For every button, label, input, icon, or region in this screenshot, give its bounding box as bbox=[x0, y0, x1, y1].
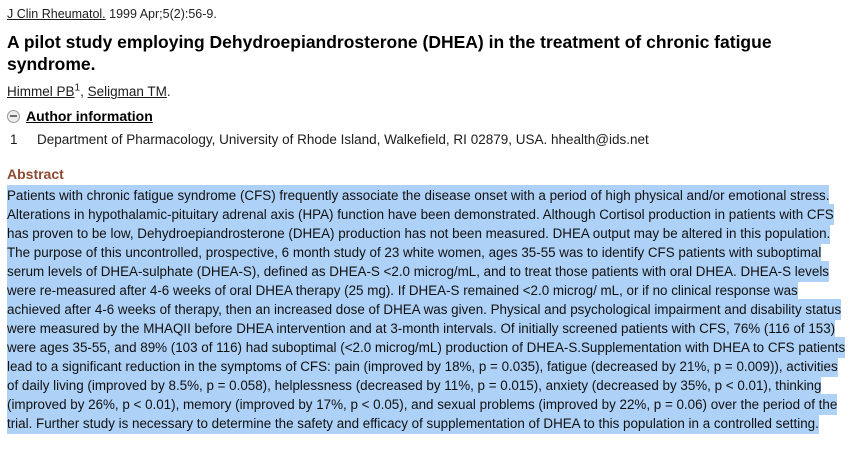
citation-line: J Clin Rheumatol. 1999 Apr;5(2):56-9. bbox=[7, 7, 851, 21]
affiliation-text: Department of Pharmacology, University o… bbox=[37, 132, 649, 147]
page-title: A pilot study employing Dehydroepiandros… bbox=[7, 32, 772, 74]
author-list: Himmel PB1, Seligman TM. bbox=[7, 82, 851, 99]
author-separator: , bbox=[80, 84, 88, 99]
author-link-himmel[interactable]: Himmel PB bbox=[7, 84, 75, 99]
author-superscript: 1 bbox=[74, 82, 81, 94]
citation-details: 1999 Apr;5(2):56-9. bbox=[105, 7, 217, 21]
journal-link[interactable]: J Clin Rheumatol. bbox=[7, 7, 106, 21]
author-link-seligman[interactable]: Seligman TM bbox=[87, 84, 167, 99]
abstract-body: Patients with chronic fatigue syndrome (… bbox=[7, 185, 851, 434]
author-info-label: Author information bbox=[26, 108, 153, 124]
affiliation-item: 1 Department of Pharmacology, University… bbox=[7, 132, 851, 147]
author-info-toggle[interactable]: Author information bbox=[7, 108, 851, 124]
abstract-heading: Abstract bbox=[7, 166, 64, 182]
author-list-terminator: . bbox=[166, 84, 171, 99]
affiliation-index: 1 bbox=[10, 132, 18, 147]
abstract-text-selection: Patients with chronic fatigue syndrome (… bbox=[7, 185, 846, 434]
minus-circle-icon[interactable] bbox=[7, 109, 20, 123]
